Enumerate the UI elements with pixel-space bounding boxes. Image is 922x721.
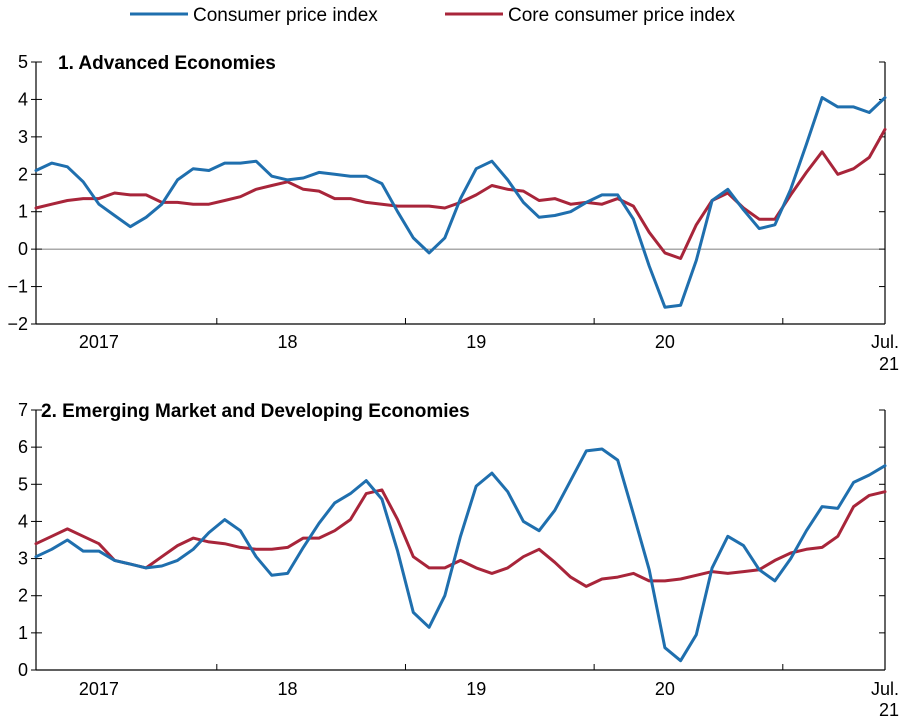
y-tick-label: 1	[18, 623, 28, 643]
panel-advanced-economies: −2 −1 0 1 2 3 4 5 2017 18 19 20 Jul.21 1. Advanced Ec…	[7, 52, 899, 374]
y-tick-label: 3	[18, 549, 28, 569]
x-tick-label: Jul.	[871, 679, 899, 699]
chart-legend: Consumer price index Core consumer price …	[130, 5, 736, 26]
series-line-core-cpi	[34, 488, 887, 588]
y-tick-label: −2	[7, 314, 28, 334]
y-tick-label: −1	[7, 277, 28, 297]
panel-title: 1. Advanced Economies	[58, 53, 276, 74]
series-line-cpi	[34, 447, 887, 663]
x-tick-label: 20	[655, 679, 675, 699]
panel-emerging-market-economies: 0 1 2 3 4 5 6 7 2017 18 19 20 Jul.21 2. Emerging Mark…	[18, 400, 899, 720]
series-line-cpi	[34, 96, 887, 309]
series-line-core-cpi	[34, 127, 887, 260]
y-tick-label: 2	[18, 164, 28, 184]
legend-label-cpi: Consumer price index	[193, 5, 378, 26]
x-tick-label: 20	[655, 332, 675, 352]
x-tick-label: 21	[879, 354, 899, 374]
y-tick-label: 4	[18, 511, 28, 531]
x-tick-label: 18	[278, 332, 298, 352]
x-tick-label: 2017	[79, 679, 119, 699]
y-tick-label: 5	[18, 52, 28, 72]
x-tick-label: 2017	[79, 332, 119, 352]
x-tick-label: 18	[278, 679, 298, 699]
y-tick-label: 4	[18, 89, 28, 109]
panel-title: 2. Emerging Market and Developing Econom…	[41, 401, 470, 422]
y-tick-label: 7	[18, 400, 28, 420]
y-tick-label: 0	[18, 660, 28, 680]
x-tick-label: Jul.	[871, 332, 899, 352]
y-tick-label: 3	[18, 127, 28, 147]
y-tick-label: 0	[18, 239, 28, 259]
y-tick-label: 6	[18, 437, 28, 457]
x-tick-label: 19	[466, 679, 486, 699]
y-tick-label: 5	[18, 474, 28, 494]
y-tick-label: 2	[18, 586, 28, 606]
legend-label-core-cpi: Core consumer price index	[508, 5, 736, 26]
x-tick-label: 19	[466, 332, 486, 352]
x-tick-label: 21	[879, 700, 899, 720]
y-tick-label: 1	[18, 202, 28, 222]
